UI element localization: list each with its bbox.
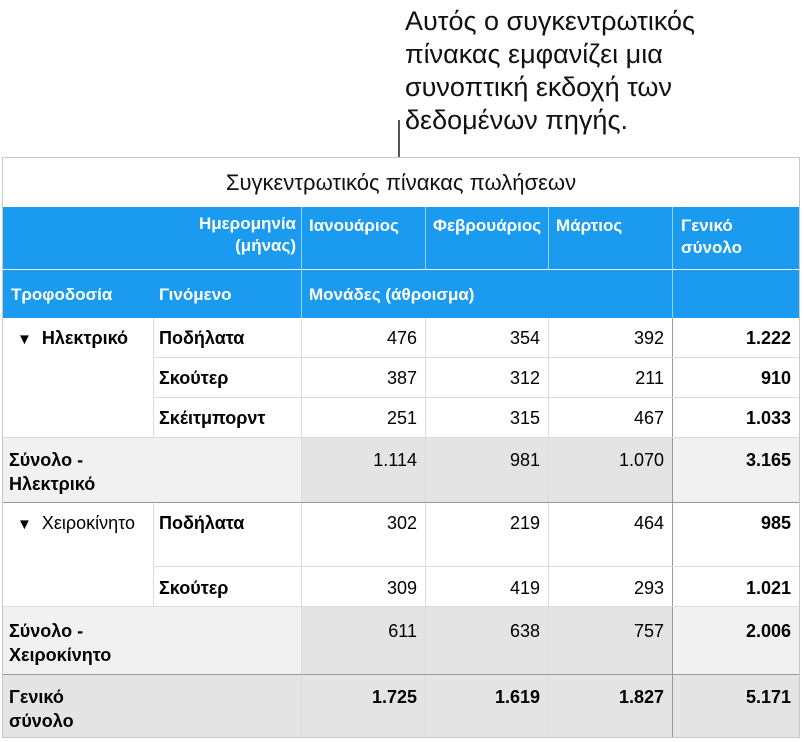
table-cell: 211 [635, 368, 664, 388]
table-cell: 419 [509, 578, 540, 598]
subtotal-cell: 757 [633, 621, 664, 641]
subtotal-label: Σύνολο - Ηλεκτρικό [9, 450, 96, 494]
table-cell: 219 [509, 513, 540, 533]
table-cell: 467 [633, 408, 664, 428]
grand-total-cell: 1.827 [618, 687, 664, 707]
field-header-band [3, 270, 799, 318]
pivot-table[interactable]: Συγκεντρωτικός πίνακας πωλήσεων Ημερομην… [2, 157, 800, 738]
subtotal-total: 3.165 [745, 450, 791, 470]
table-title: Συγκεντρωτικός πίνακας πωλήσεων [225, 170, 577, 195]
callout-line-2: πίνακας εμφανίζει μια [405, 39, 663, 69]
callout-line-3: συνοπτική εκδοχή των [405, 72, 672, 102]
table-cell-total: 1.021 [745, 578, 791, 598]
table-cell: 302 [386, 513, 417, 533]
table-cell: 312 [509, 368, 540, 388]
table-cell: 387 [386, 368, 417, 388]
header-date-month[interactable]: Ημερομηνία (μήνας) [198, 214, 296, 255]
header-grand-total[interactable]: Γενικό σύνολο [681, 216, 742, 257]
table-cell: 293 [633, 578, 664, 598]
callout-line-4: δεδομένων πηγής. [405, 105, 628, 135]
table-cell: 354 [509, 328, 540, 348]
grand-total-label: Γενικό σύνολο [9, 687, 74, 731]
table-row-product: Σκούτερ [159, 368, 229, 388]
column-header-band [3, 207, 799, 269]
subtotal-cell: 638 [509, 621, 540, 641]
grand-total-row-bg [3, 674, 799, 737]
subtotal-row-bg [3, 606, 301, 674]
table-cell: 309 [386, 578, 417, 598]
header-supply[interactable]: Τροφοδοσία [11, 285, 113, 304]
table-cell-total: 1.222 [745, 328, 791, 348]
disclosure-triangle-icon[interactable]: ▼ [17, 516, 32, 533]
table-row-product: Σκέιτμπορντ [159, 408, 266, 428]
callout-pointer-line [398, 120, 400, 157]
header-units-sum[interactable]: Μονάδες (άθροισμα) [309, 285, 475, 304]
table-cell-total: 1.033 [745, 408, 791, 428]
grand-total-cell: 1.725 [371, 687, 417, 707]
group-label-electric[interactable]: ▼ Ηλεκτρικό [17, 326, 128, 352]
disclosure-triangle-icon[interactable]: ▼ [17, 331, 32, 348]
table-row-product: Σκούτερ [159, 578, 229, 598]
subtotal-cell: 1.070 [618, 450, 664, 470]
subtotal-row-bg [3, 437, 301, 502]
table-cell: 315 [509, 408, 540, 428]
subtotal-label: Σύνολο - Χειροκίνητο [9, 621, 112, 665]
table-cell-total: 910 [760, 368, 791, 388]
table-cell: 464 [633, 513, 664, 533]
header-month-february[interactable]: Φεβρουάριος [433, 216, 542, 235]
table-row-product: Ποδήλατα [159, 328, 245, 348]
header-month-january[interactable]: Ιανουάριος [309, 216, 399, 235]
subtotal-cell: 1.114 [373, 450, 417, 470]
table-row-product: Ποδήλατα [159, 513, 245, 533]
subtotal-cell: 981 [509, 450, 540, 470]
subtotal-total: 2.006 [745, 621, 791, 641]
grand-total-total: 5.171 [745, 687, 791, 707]
group-label-manual[interactable]: ▼ Χειροκίνητο [17, 511, 149, 537]
table-cell-total: 985 [760, 513, 791, 533]
subtotal-cell: 611 [388, 621, 417, 641]
header-month-march[interactable]: Μάρτιος [556, 216, 623, 235]
header-product[interactable]: Γινόμενο [159, 285, 232, 304]
table-cell: 392 [633, 328, 664, 348]
table-cell: 251 [386, 408, 417, 428]
table-cell: 476 [386, 328, 417, 348]
callout-text: Αυτός ο συγκεντρωτικός πίνακας εμφανίζει… [405, 5, 785, 137]
grand-total-cell: 1.619 [494, 687, 540, 707]
callout-line-1: Αυτός ο συγκεντρωτικός [405, 6, 696, 36]
